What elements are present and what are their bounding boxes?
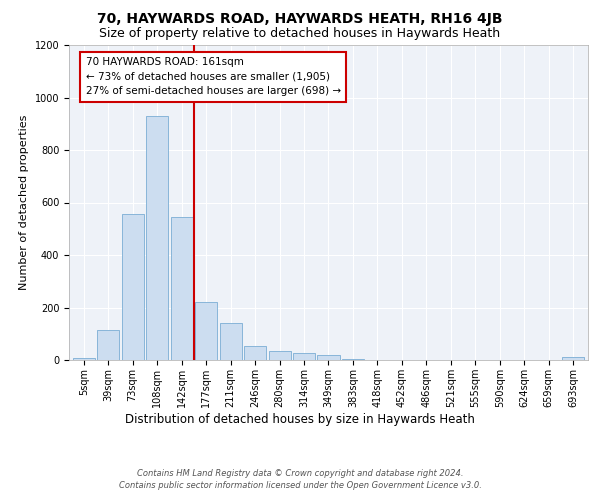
- Bar: [97, 330, 119, 360]
- Bar: [220, 324, 242, 360]
- Bar: [562, 358, 584, 360]
- Text: 70 HAYWARDS ROAD: 161sqm
← 73% of detached houses are smaller (1,905)
27% of sem: 70 HAYWARDS ROAD: 161sqm ← 73% of detach…: [86, 57, 341, 96]
- Bar: [73, 358, 95, 360]
- Bar: [269, 352, 290, 360]
- Text: Contains HM Land Registry data © Crown copyright and database right 2024.
Contai: Contains HM Land Registry data © Crown c…: [119, 469, 481, 490]
- Bar: [317, 355, 340, 360]
- Bar: [342, 358, 364, 360]
- Bar: [293, 352, 315, 360]
- Bar: [122, 214, 143, 360]
- Y-axis label: Number of detached properties: Number of detached properties: [19, 115, 29, 290]
- Bar: [146, 116, 168, 360]
- Bar: [244, 346, 266, 360]
- Text: Size of property relative to detached houses in Haywards Heath: Size of property relative to detached ho…: [100, 28, 500, 40]
- Bar: [195, 302, 217, 360]
- Text: 70, HAYWARDS ROAD, HAYWARDS HEATH, RH16 4JB: 70, HAYWARDS ROAD, HAYWARDS HEATH, RH16 …: [97, 12, 503, 26]
- Text: Distribution of detached houses by size in Haywards Heath: Distribution of detached houses by size …: [125, 412, 475, 426]
- Bar: [170, 217, 193, 360]
